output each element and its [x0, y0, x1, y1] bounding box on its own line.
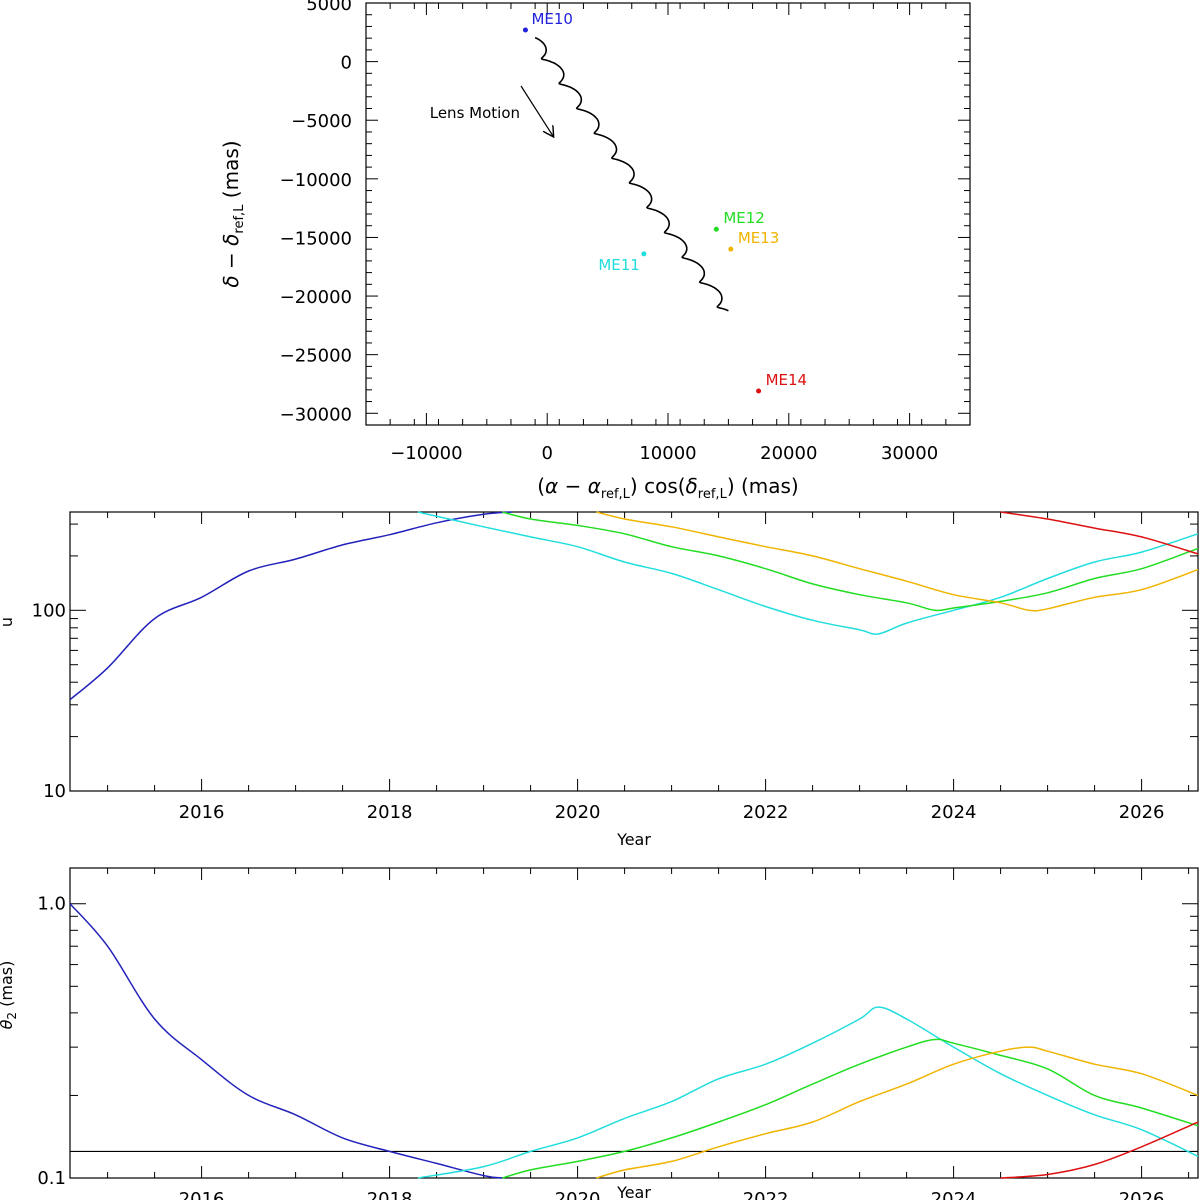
- panel3-y-ticks: 0.1 1.0: [37, 894, 1198, 1189]
- source-point-me12: [713, 226, 719, 232]
- y-tick-label: −5000: [291, 111, 352, 132]
- y-tick-label: 100: [32, 600, 66, 621]
- y-tick-label: 5000: [306, 0, 352, 15]
- panel3-x-axis-title: Year: [616, 1183, 651, 1200]
- y-tick-label: −25000: [280, 346, 352, 367]
- x-tick-label: 2022: [743, 1189, 789, 1200]
- panel2-data: [69, 511, 1199, 701]
- x-tick-label: 0: [541, 443, 552, 464]
- lens-motion-annotation: Lens Motion: [430, 104, 520, 122]
- lens-motion-arrow: [520, 85, 553, 136]
- panel1-frame: [365, 2, 971, 426]
- series-line-me11: [417, 511, 1199, 635]
- sky-position-panel: −10000 0 10000 20000 30000 50000−5000−10000−…: [219, 0, 971, 502]
- source-label-me11: ME11: [598, 256, 640, 274]
- series-line-me11: [417, 1006, 1199, 1179]
- y-tick-label: 1.0: [37, 894, 66, 915]
- x-tick-label: −10000: [390, 443, 462, 464]
- panel1-x-axis-title: (α − αref,L) cos(δref,L) (mas): [537, 474, 799, 502]
- source-label-me14: ME14: [766, 371, 808, 389]
- x-tick-label: 2018: [367, 1189, 413, 1200]
- x-tick-label: 2018: [367, 802, 413, 823]
- series-line-me10: [69, 511, 512, 701]
- source-label-me12: ME12: [723, 209, 765, 227]
- panel2-y-axis-title: u: [0, 617, 16, 627]
- u-panel: 2016 2018 2020 2022 2024 2026 10 100 Year u: [0, 511, 1199, 849]
- series-line-me10: [69, 903, 503, 1179]
- series-line-me13: [596, 511, 1199, 612]
- y-tick-label: −15000: [280, 228, 352, 249]
- series-line-me13: [596, 1046, 1199, 1179]
- source-point-me13: [728, 246, 734, 252]
- series-line-me14: [1000, 511, 1199, 555]
- y-tick-label: 0.1: [37, 1168, 66, 1189]
- source-point-me10: [522, 27, 528, 33]
- panel3-frame: [69, 867, 1199, 1179]
- panel2-x-axis-title: Year: [616, 830, 651, 849]
- theta2-panel: 2016 2018 2020 2022 2024 2026 0.1 1.0 Year θ2 …: [0, 867, 1199, 1200]
- panel1-y-axis-title: δ − δref,L (mas): [219, 140, 247, 287]
- series-line-me12: [502, 511, 1199, 612]
- x-tick-label: 2020: [555, 1189, 601, 1200]
- panel3-y-axis-title: θ2 (mas): [0, 961, 19, 1030]
- source-label-me10: ME10: [531, 10, 573, 28]
- panel1-x-ticks: −10000 0 10000 20000 30000: [365, 3, 971, 464]
- x-tick-label: 30000: [881, 443, 938, 464]
- panel3-x-ticks: 2016 2018 2020 2022 2024 2026: [107, 868, 1190, 1200]
- lens-path: [534, 36, 729, 312]
- y-tick-label: −10000: [280, 170, 352, 191]
- panel1-y-ticks: 5000 0 −5000 −10000 −15000 −20000 −25000 −30000: [280, 0, 970, 426]
- x-tick-label: 2022: [743, 802, 789, 823]
- x-tick-label: 10000: [639, 443, 696, 464]
- x-tick-label: 2024: [931, 802, 977, 823]
- source-point-me14: [756, 388, 762, 394]
- y-tick-label: −30000: [280, 404, 352, 425]
- panel2-y-ticks: 10 100: [32, 523, 1198, 802]
- series-line-me12: [502, 1038, 1199, 1179]
- x-tick-label: 2026: [1119, 802, 1165, 823]
- panel2-x-ticks: 2016 2018 2020 2022 2024 2026: [107, 512, 1190, 823]
- x-tick-label: 2020: [555, 802, 601, 823]
- x-tick-label: 2016: [179, 802, 225, 823]
- y-tick-label: 10: [43, 781, 66, 802]
- y-tick-label: −20000: [280, 287, 352, 308]
- panel2-frame: [69, 511, 1199, 792]
- panel1-data: ME10 ME11 ME12 ME13 ME14: [522, 10, 808, 394]
- panel3-data: [69, 903, 1199, 1179]
- x-tick-label: 2024: [931, 1189, 977, 1200]
- series-line-me14: [1000, 1121, 1199, 1179]
- x-tick-label: 2016: [179, 1189, 225, 1200]
- y-tick-label: 0: [341, 53, 352, 74]
- x-tick-label: 20000: [760, 443, 817, 464]
- x-tick-label: 2026: [1119, 1189, 1165, 1200]
- source-point-me11: [641, 251, 647, 257]
- source-label-me13: ME13: [738, 229, 780, 247]
